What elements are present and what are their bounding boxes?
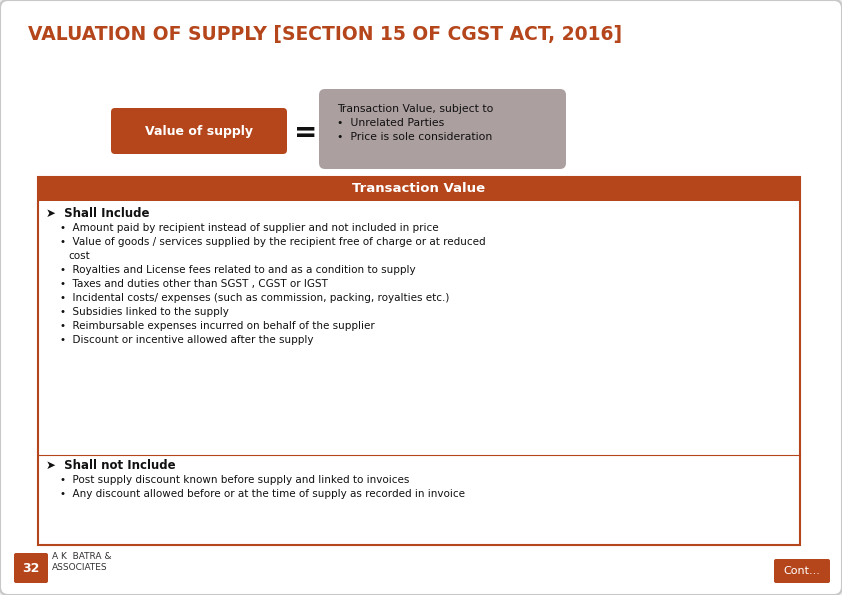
Text: •  Taxes and duties other than SGST , CGST or IGST: • Taxes and duties other than SGST , CGS…	[60, 279, 328, 289]
Text: ➤  Shall not Include: ➤ Shall not Include	[46, 459, 176, 472]
Text: Value of supply: Value of supply	[145, 124, 253, 137]
Bar	[38, 177, 800, 545]
Text: Cont...: Cont...	[784, 566, 820, 576]
Text: •  Royalties and License fees related to and as a condition to supply: • Royalties and License fees related to …	[60, 265, 416, 275]
Text: A K  BATRA &
ASSOCIATES: A K BATRA & ASSOCIATES	[52, 552, 111, 572]
Text: •  Unrelated Parties: • Unrelated Parties	[337, 118, 445, 128]
Text: 32: 32	[22, 562, 40, 575]
Text: •  Any discount allowed before or at the time of supply as recorded in invoice: • Any discount allowed before or at the …	[60, 489, 465, 499]
Text: Transaction Value, subject to: Transaction Value, subject to	[337, 104, 493, 114]
Text: •  Subsidies linked to the supply: • Subsidies linked to the supply	[60, 307, 229, 317]
Text: •  Discount or incentive allowed after the supply: • Discount or incentive allowed after th…	[60, 335, 313, 345]
Text: •  Value of goods / services supplied by the recipient free of charge or at redu: • Value of goods / services supplied by …	[60, 237, 486, 247]
Text: Transaction Value: Transaction Value	[353, 183, 486, 196]
FancyBboxPatch shape	[111, 108, 287, 154]
Text: •  Reimbursable expenses incurred on behalf of the supplier: • Reimbursable expenses incurred on beha…	[60, 321, 375, 331]
FancyBboxPatch shape	[14, 553, 48, 583]
FancyBboxPatch shape	[774, 559, 830, 583]
Text: •  Incidental costs/ expenses (such as commission, packing, royalties etc.): • Incidental costs/ expenses (such as co…	[60, 293, 450, 303]
Text: =: =	[295, 119, 317, 147]
Text: VALUATION OF SUPPLY [SECTION 15 OF CGST ACT, 2016]: VALUATION OF SUPPLY [SECTION 15 OF CGST …	[28, 25, 622, 44]
Text: cost: cost	[68, 251, 90, 261]
FancyBboxPatch shape	[319, 89, 566, 169]
Text: ➤  Shall Include: ➤ Shall Include	[46, 207, 150, 220]
Text: •  Amount paid by recipient instead of supplier and not included in price: • Amount paid by recipient instead of su…	[60, 223, 439, 233]
Bar	[38, 177, 800, 201]
Text: •  Price is sole consideration: • Price is sole consideration	[337, 132, 493, 142]
Text: •  Post supply discount known before supply and linked to invoices: • Post supply discount known before supp…	[60, 475, 409, 485]
